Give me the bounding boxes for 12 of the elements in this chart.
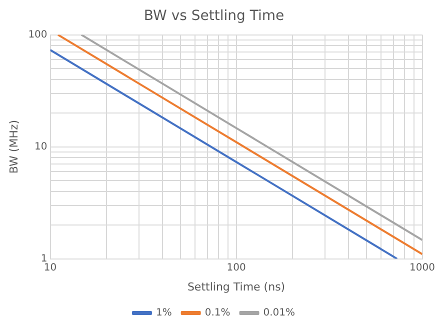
- legend-label: 0.01%: [263, 308, 296, 319]
- legend-label: 1%: [156, 308, 172, 319]
- x-axis-title: Settling Time (ns): [187, 280, 286, 294]
- chart-title: BW vs Settling Time: [144, 8, 284, 24]
- y-axis-title: BW (MHz): [7, 120, 20, 174]
- x-tick-label: 100: [226, 262, 246, 274]
- x-tick-label: 10: [44, 262, 57, 274]
- y-tick-label: 1: [40, 253, 48, 264]
- legend-label: 0.1%: [204, 308, 230, 319]
- x-tick-label: 1000: [410, 262, 435, 274]
- y-tick-label: 100: [28, 29, 48, 40]
- y-tick-label: 10: [34, 141, 48, 152]
